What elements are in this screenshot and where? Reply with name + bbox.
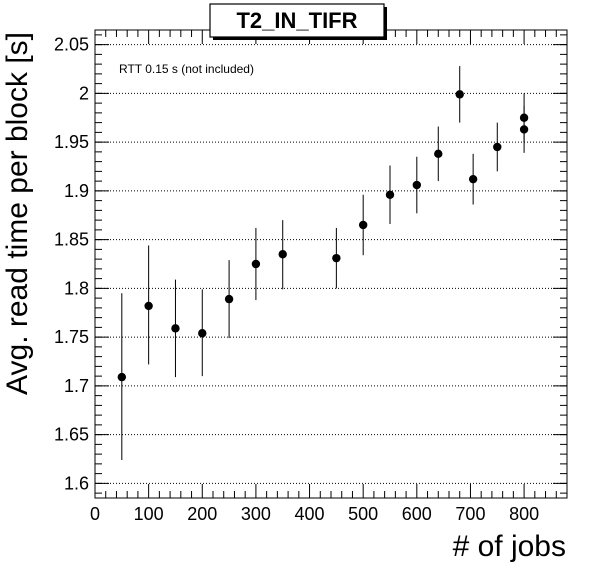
x-tick-label: 100: [134, 504, 164, 524]
data-point: [171, 324, 180, 333]
y-tick-label: 1.95: [54, 132, 89, 152]
y-tick-label: 1.65: [54, 425, 89, 445]
x-tick-label: 500: [348, 504, 378, 524]
x-tick-label: 800: [509, 504, 539, 524]
x-tick-label: 200: [187, 504, 217, 524]
y-tick-label: 1.75: [54, 327, 89, 347]
x-tick-label: 0: [90, 504, 100, 524]
x-axis-title: # of jobs: [453, 530, 566, 563]
data-point: [198, 329, 207, 338]
y-axis-title: Avg. read time per block [s]: [1, 32, 34, 395]
data-point: [468, 174, 478, 184]
data-point: [455, 90, 464, 99]
y-tick-label: 1.9: [64, 181, 89, 201]
x-tick-label: 300: [241, 504, 271, 524]
x-tick-label: 700: [455, 504, 485, 524]
x-tick-label: 400: [295, 504, 325, 524]
chart-title-box: [209, 3, 385, 38]
chart-title: T2_IN_TIFR: [236, 8, 357, 33]
y-tick-label: 1.8: [64, 278, 89, 298]
data-point: [434, 149, 443, 159]
x-tick-label: 600: [402, 504, 432, 524]
data-point: [358, 220, 368, 230]
y-tick-label: 2: [79, 83, 89, 103]
y-tick-label: 2.05: [54, 35, 89, 55]
data-point: [224, 294, 234, 304]
data-point: [332, 253, 341, 263]
data-point: [385, 190, 395, 199]
data-point: [493, 142, 502, 152]
tick-labels: 1.6 1.65 1.7 1.75 1.8 1.85 1.9 1.95 2 2.05 0 100 200…: [54, 35, 539, 524]
data-points: [117, 66, 529, 460]
data-point: [117, 372, 127, 382]
y-tick-label: 1.7: [64, 376, 89, 396]
plot-annotation: RTT 0.15 s (not included): [119, 62, 254, 76]
data-point: [278, 250, 287, 259]
data-point: [519, 113, 529, 122]
y-tick-label: 1.6: [64, 473, 89, 493]
data-point: [251, 259, 261, 269]
data-point: [412, 180, 422, 190]
y-gridlines: [95, 44, 567, 484]
data-point: [144, 301, 153, 311]
y-tick-label: 1.85: [54, 230, 89, 250]
